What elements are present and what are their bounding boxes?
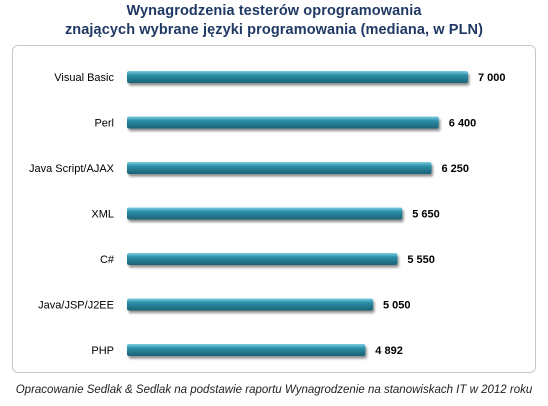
bar <box>127 344 366 356</box>
value-label: 5 650 <box>412 209 440 221</box>
value-label: 5 550 <box>407 254 435 266</box>
bar <box>127 298 374 311</box>
category-label: Java/JSP/J2EE <box>38 300 114 312</box>
value-label: 4 892 <box>375 345 403 357</box>
value-label: 6 400 <box>449 118 477 130</box>
bar <box>127 253 398 265</box>
category-label: Java Script/AJAX <box>29 163 115 175</box>
chart-title-line-2: znających wybrane języki programowania (… <box>64 22 484 38</box>
category-label: Visual Basic <box>54 72 114 84</box>
category-label: PHP <box>91 345 114 357</box>
bar <box>127 207 403 220</box>
category-label: Perl <box>94 118 114 130</box>
value-label: 6 250 <box>441 163 469 175</box>
bar <box>127 71 468 83</box>
category-label: XML <box>91 209 114 221</box>
chart-title-line-1: Wynagrodzenia testerów oprogramowania <box>126 3 422 19</box>
bar <box>127 162 432 174</box>
bar <box>127 116 439 129</box>
category-label: C# <box>100 254 115 266</box>
value-label: 5 050 <box>383 300 411 312</box>
source-note: Opracowanie Sedlak & Sedlak na podstawie… <box>15 384 533 396</box>
value-label: 7 000 <box>478 72 506 84</box>
